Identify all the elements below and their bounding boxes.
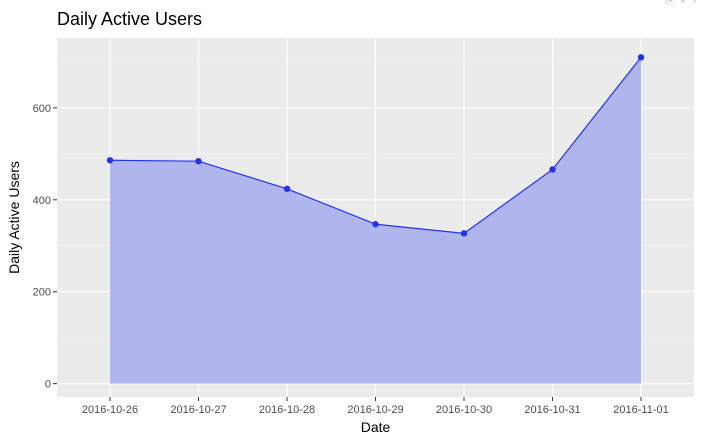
data-point-2016-10-28 (283, 185, 291, 192)
data-point-2016-10-29 (372, 220, 379, 228)
data-point-2016-10-31 (549, 166, 556, 173)
x-tick-label: 2016-10-27 (170, 404, 226, 416)
x-axis: 2016-10-26 2016-10-27 2016-10-28 2016-10-29… (82, 397, 669, 416)
x-axis-label: Date (361, 419, 391, 435)
y-tick-label: 400 (33, 195, 51, 207)
area-fill (110, 57, 641, 384)
data-point-2016-10-26 (106, 157, 114, 164)
y-tick-label: 200 (33, 287, 51, 299)
chart-title: Daily Active Users (57, 9, 203, 29)
close-icon[interactable]: × (679, 0, 693, 7)
y-axis-label: Daily Active Users (6, 161, 22, 274)
x-tick-label: 2016-11-01 (613, 404, 668, 416)
x-tick-label: 2016-10-28 (259, 404, 315, 416)
popout-icon[interactable]: ⎘ (665, 0, 680, 7)
data-point-2016-10-27 (195, 157, 202, 165)
data-points (106, 54, 645, 237)
y-tick-label: 0 (45, 379, 51, 391)
chevron-right-icon[interactable]: › (692, 0, 702, 7)
y-tick-label: 600 (33, 103, 51, 115)
x-tick-label: 2016-10-26 (82, 404, 138, 416)
x-tick-label: 2016-10-30 (436, 404, 492, 416)
data-point-2016-10-30 (460, 230, 468, 237)
x-tick-label: 2016-10-31 (524, 404, 580, 416)
x-tick-label: 2016-10-29 (347, 404, 403, 416)
y-axis: 0 200 400 600 (33, 103, 57, 391)
data-point-2016-11-01 (637, 54, 645, 61)
window-controls[interactable]: ⎘×› (665, 0, 702, 8)
